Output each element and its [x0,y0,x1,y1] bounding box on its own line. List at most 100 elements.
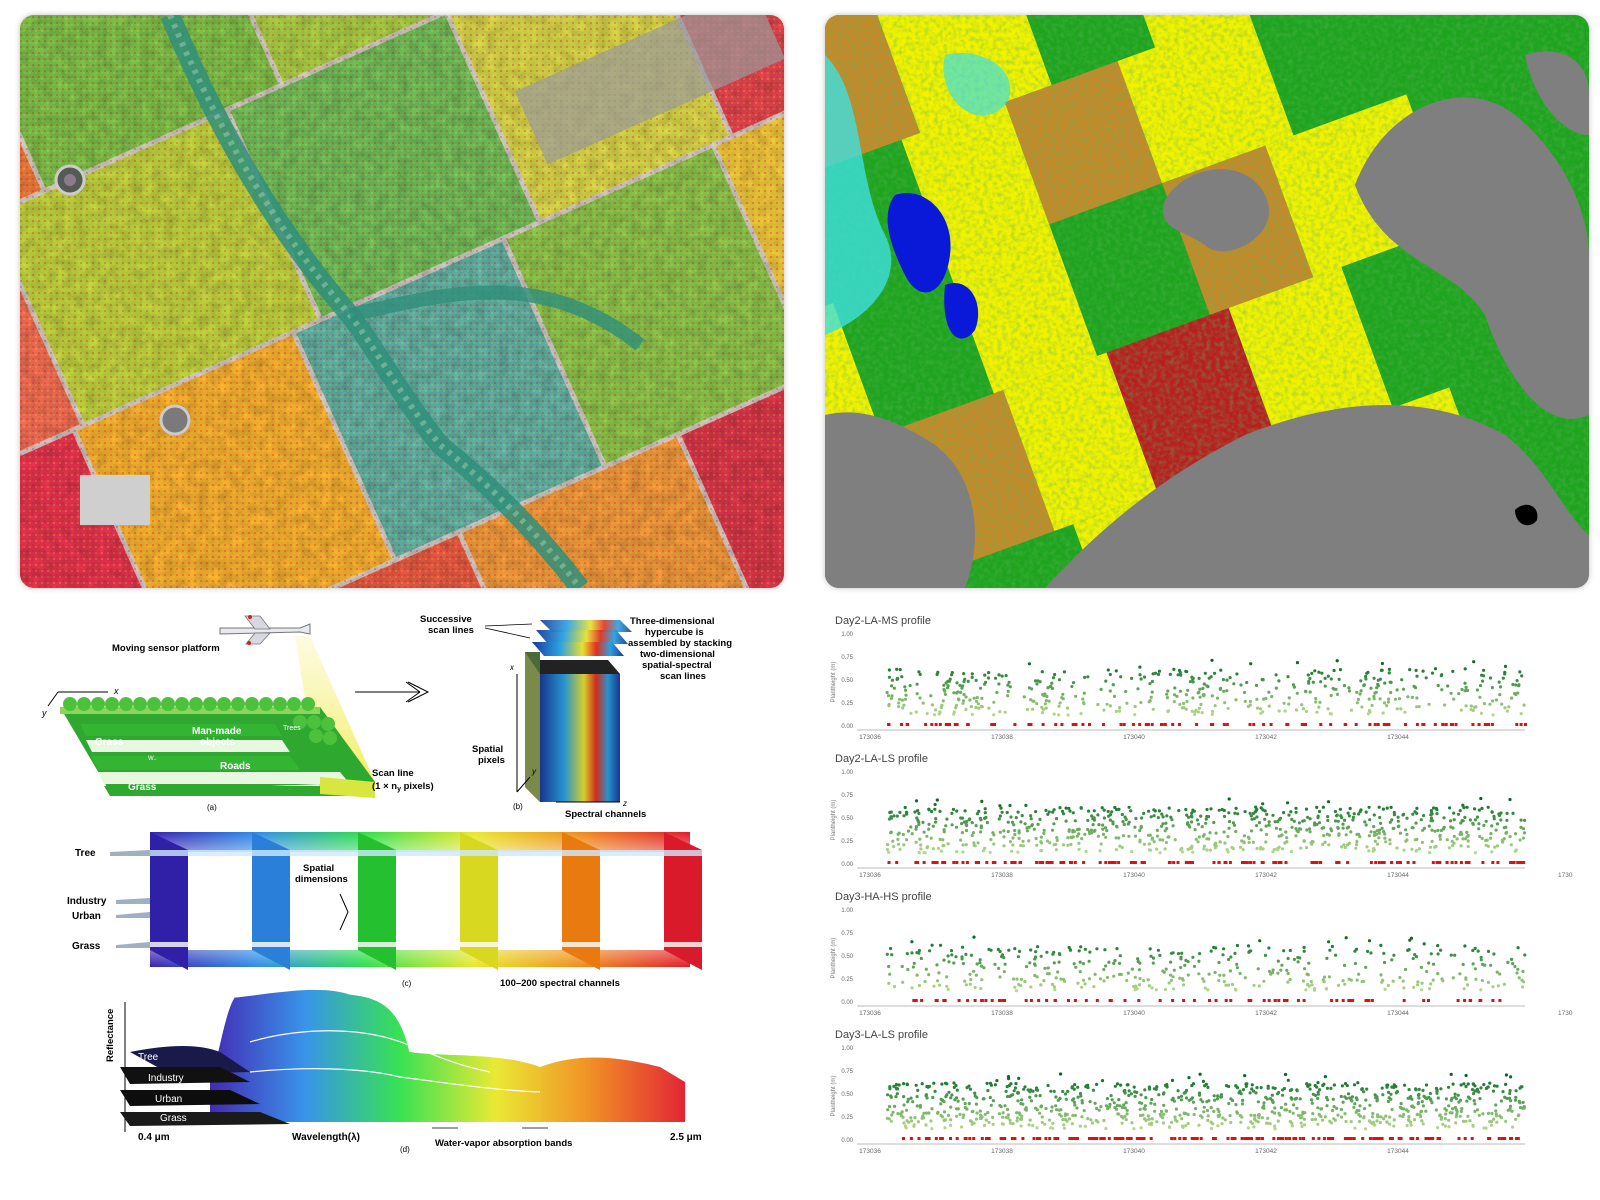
profile-point [1060,696,1064,700]
profile-point [1065,1112,1069,1117]
profile-point [1286,1078,1290,1082]
profile-point [1483,963,1487,967]
profile-point [1028,961,1032,965]
profile-point [1106,809,1110,814]
profile-point [1520,674,1524,678]
profile-point [1056,970,1060,974]
ground-point [1224,861,1228,864]
ground-point [1182,1137,1186,1140]
profile-point [1515,971,1519,975]
profile-point [1264,696,1268,701]
ground-point [1395,861,1399,864]
profile-point [1294,806,1298,810]
profile-point [1107,1105,1112,1109]
profile-point [1073,819,1077,823]
profile-point [1414,668,1418,672]
profile-point [1385,1085,1389,1089]
profile-point [1373,691,1377,695]
ground-point [1252,861,1256,864]
profile-point [1488,676,1493,680]
profile-point [952,710,956,714]
profile-point [1489,1123,1493,1127]
ground-point [1346,861,1350,864]
profile-point [1421,1088,1425,1092]
profile-point [892,814,896,818]
profile-point [1019,1124,1023,1128]
profile-point [1138,838,1142,842]
profile-point [917,822,921,826]
profile-point [1448,819,1453,823]
ground-point [1013,1137,1017,1140]
profile-point [1063,1117,1067,1122]
profile-point [1019,843,1023,848]
profile-point [1430,839,1434,843]
profile-point [1163,847,1167,851]
profile-point [1079,806,1083,810]
profile-point [968,1087,972,1091]
profile-point [955,1088,959,1092]
profile-point [1025,826,1029,830]
profile-point [974,678,978,682]
profile-point [1215,696,1220,700]
profile-point [906,829,911,833]
ground-point [1003,999,1007,1002]
profile-point [997,817,1001,821]
profile-point [939,943,943,947]
profile-point [1455,837,1459,841]
ground-point [1477,723,1481,726]
profile-point [1180,1117,1184,1121]
profile-point [1198,1093,1202,1097]
profile-point [886,1108,890,1112]
profile-point [1461,819,1465,823]
ground-point [935,861,939,864]
profile-point [1514,683,1518,687]
profile-xtick: 173042 [1255,872,1277,879]
profile-ytick: 0.25 [841,839,853,845]
profile-point [1014,816,1018,820]
profile-ytick: 0.75 [841,793,853,799]
profile-point [1352,1105,1356,1109]
ground-point [1112,861,1116,864]
profile-point [1452,811,1456,815]
profile-point [1488,1081,1492,1085]
profile-point [1057,952,1061,956]
profile-point [1259,847,1263,851]
profile-point [956,690,960,694]
profile-point [989,1083,993,1087]
profile-point [914,827,918,831]
profile-point [1382,960,1387,965]
profile-point [1052,808,1056,812]
profile-point [1017,1111,1021,1115]
c-caption: (c) [402,979,412,988]
profile-point [1259,1086,1263,1090]
profile-point [1184,1096,1189,1100]
profile-point [1484,843,1488,847]
profile-point [1081,697,1085,701]
profile-point [1001,1111,1005,1115]
profile-point [1042,828,1046,832]
profile-point [1201,1100,1205,1104]
ground-point [1172,861,1176,864]
profile-point [1355,690,1359,694]
profile-point [1353,949,1357,953]
profile-point [1349,830,1353,834]
profile-point [1451,669,1455,673]
profile-point [1522,831,1527,835]
ground-point [1298,1137,1302,1140]
profile-point [1442,816,1446,820]
profile-point [1067,1117,1071,1121]
a-roads: Roads [220,761,251,772]
profile-point [1241,1088,1246,1092]
profile-point [1411,826,1415,830]
profile-point [1038,680,1042,684]
profile-point [1034,950,1038,954]
profile-point [1099,1105,1103,1109]
profile-point [1074,965,1078,969]
a-trees: Trees [283,725,301,732]
profile-point [1034,1106,1038,1110]
profile-point [1227,797,1231,801]
profile-point [1453,1095,1457,1099]
ground-point [1133,861,1137,864]
ground-point [1376,723,1380,726]
ground-point [991,861,995,864]
